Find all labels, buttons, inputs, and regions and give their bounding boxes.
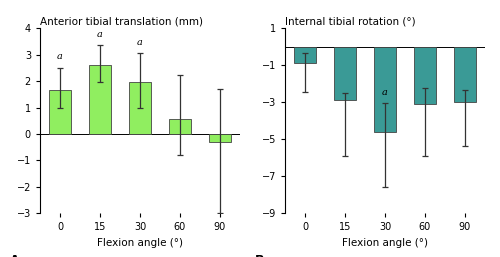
- Text: B: B: [255, 254, 264, 257]
- Text: Internal tibial rotation (°): Internal tibial rotation (°): [285, 16, 416, 26]
- Bar: [454, 47, 476, 102]
- X-axis label: Flexion angle (°): Flexion angle (°): [342, 238, 428, 248]
- Bar: [169, 120, 191, 134]
- Text: a: a: [57, 52, 63, 61]
- Text: a: a: [97, 30, 103, 39]
- Text: a: a: [382, 88, 388, 97]
- X-axis label: Flexion angle (°): Flexion angle (°): [97, 238, 183, 248]
- Bar: [374, 47, 396, 132]
- Bar: [209, 134, 231, 142]
- Bar: [414, 47, 436, 104]
- Bar: [129, 82, 151, 134]
- Bar: [49, 90, 71, 134]
- Text: a: a: [137, 38, 143, 47]
- Bar: [334, 47, 356, 100]
- Text: Anterior tibial translation (mm): Anterior tibial translation (mm): [40, 16, 203, 26]
- Bar: [89, 65, 111, 134]
- Bar: [294, 47, 316, 63]
- Text: A: A: [10, 254, 20, 257]
